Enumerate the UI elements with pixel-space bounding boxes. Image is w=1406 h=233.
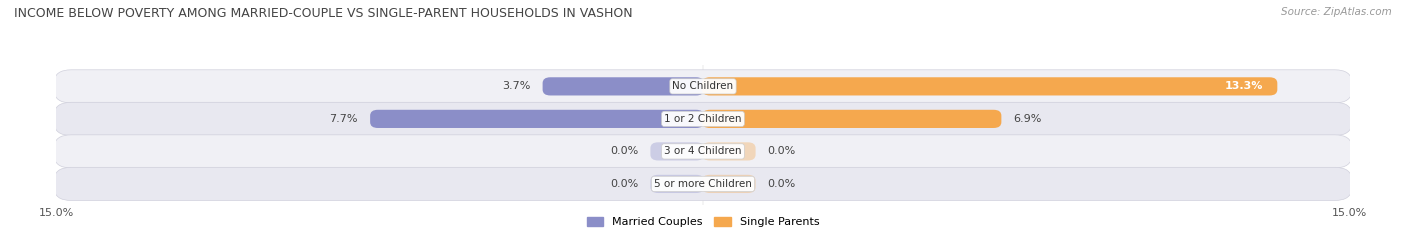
FancyBboxPatch shape [651, 142, 704, 161]
Text: 13.3%: 13.3% [1225, 81, 1264, 91]
Text: 1 or 2 Children: 1 or 2 Children [664, 114, 742, 124]
Text: 3 or 4 Children: 3 or 4 Children [664, 146, 742, 156]
FancyBboxPatch shape [370, 110, 704, 128]
FancyBboxPatch shape [702, 142, 755, 161]
FancyBboxPatch shape [702, 175, 755, 193]
Text: 3.7%: 3.7% [502, 81, 530, 91]
Text: 6.9%: 6.9% [1014, 114, 1042, 124]
FancyBboxPatch shape [702, 110, 1001, 128]
FancyBboxPatch shape [543, 77, 704, 96]
FancyBboxPatch shape [702, 77, 1277, 96]
Text: No Children: No Children [672, 81, 734, 91]
FancyBboxPatch shape [651, 175, 704, 193]
FancyBboxPatch shape [53, 135, 1353, 168]
Text: INCOME BELOW POVERTY AMONG MARRIED-COUPLE VS SINGLE-PARENT HOUSEHOLDS IN VASHON: INCOME BELOW POVERTY AMONG MARRIED-COUPL… [14, 7, 633, 20]
Text: 0.0%: 0.0% [610, 179, 638, 189]
Text: 7.7%: 7.7% [329, 114, 359, 124]
FancyBboxPatch shape [53, 167, 1353, 200]
Text: 0.0%: 0.0% [768, 146, 796, 156]
Text: 5 or more Children: 5 or more Children [654, 179, 752, 189]
Legend: Married Couples, Single Parents: Married Couples, Single Parents [586, 217, 820, 227]
FancyBboxPatch shape [53, 70, 1353, 103]
Text: 0.0%: 0.0% [610, 146, 638, 156]
Text: Source: ZipAtlas.com: Source: ZipAtlas.com [1281, 7, 1392, 17]
FancyBboxPatch shape [53, 102, 1353, 135]
Text: 0.0%: 0.0% [768, 179, 796, 189]
